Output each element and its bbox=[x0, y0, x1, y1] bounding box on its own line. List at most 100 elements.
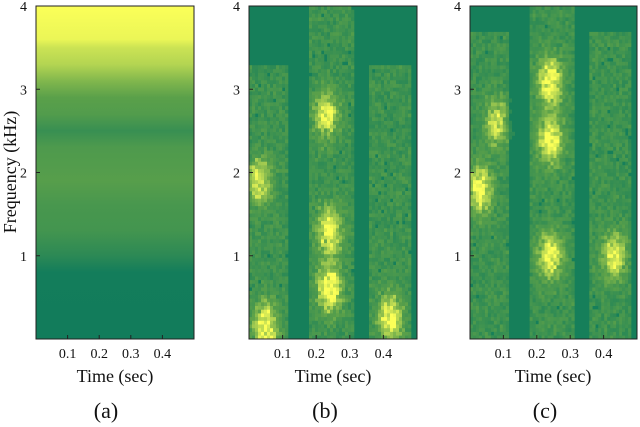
spectrogram-cell bbox=[387, 327, 391, 332]
spectrogram-cell bbox=[372, 261, 376, 266]
spectrogram-cell bbox=[478, 272, 483, 277]
spectrogram-cell bbox=[249, 268, 253, 273]
spectrogram-cell bbox=[276, 272, 280, 277]
spectrogram-cell bbox=[505, 161, 510, 166]
spectrogram-cell bbox=[372, 324, 376, 329]
spectrogram-cell bbox=[327, 80, 331, 84]
spectrogram-cell bbox=[529, 309, 533, 314]
spectrogram-cell bbox=[279, 224, 283, 229]
spectrogram-cell bbox=[405, 165, 409, 170]
spectrogram-cell bbox=[535, 205, 539, 210]
spectrogram-cell bbox=[327, 228, 331, 232]
spectrogram-cell bbox=[375, 117, 379, 121]
spectrogram-cell bbox=[258, 98, 262, 103]
spectrogram-cell bbox=[408, 309, 412, 314]
spectrogram-cell bbox=[502, 179, 507, 184]
spectrogram-cell bbox=[333, 302, 337, 306]
spectrogram-cell bbox=[481, 54, 486, 59]
spectrogram-cell bbox=[505, 72, 510, 77]
spectrogram-cell bbox=[345, 242, 349, 247]
spectrogram-cell bbox=[255, 142, 259, 147]
spectrogram-cell bbox=[249, 246, 253, 251]
spectrogram-cell bbox=[279, 294, 283, 299]
spectrogram-cell bbox=[336, 268, 340, 273]
spectrogram-cell bbox=[393, 131, 397, 136]
spectrogram-cell bbox=[345, 335, 349, 340]
spectrogram-cell bbox=[378, 117, 382, 121]
spectrogram-cell bbox=[339, 224, 343, 229]
spectrogram-cell bbox=[321, 80, 325, 84]
spectrogram-cell bbox=[339, 142, 343, 147]
spectrogram-cell bbox=[529, 168, 533, 173]
spectrogram-cell bbox=[475, 191, 480, 195]
spectrogram-cell bbox=[327, 294, 331, 299]
spectrogram-cell bbox=[472, 128, 477, 133]
spectrogram-cell bbox=[270, 265, 274, 269]
spectrogram-cell bbox=[345, 239, 349, 244]
spectrogram-cell bbox=[532, 28, 536, 33]
spectrogram-cell bbox=[339, 128, 343, 133]
spectrogram-cell bbox=[387, 316, 391, 321]
spectrogram-cell bbox=[502, 279, 507, 284]
spectrogram-cell bbox=[282, 257, 286, 262]
spectrogram-cell bbox=[249, 142, 253, 147]
spectrogram-cell bbox=[330, 331, 334, 336]
spectrogram-cell bbox=[273, 146, 277, 151]
spectrogram-cell bbox=[390, 150, 394, 155]
spectrogram-cell bbox=[270, 157, 274, 162]
spectrogram-cell bbox=[496, 194, 501, 199]
spectrogram-cell bbox=[336, 24, 340, 29]
spectrogram-cell bbox=[393, 335, 397, 340]
spectrogram-cell bbox=[544, 305, 548, 310]
spectrogram-cell bbox=[375, 287, 379, 292]
spectrogram-cell bbox=[529, 283, 533, 288]
spectrogram-cell bbox=[387, 216, 391, 221]
spectrogram-cell bbox=[478, 187, 483, 192]
spectrogram-cell bbox=[372, 305, 376, 310]
spectrogram-cell bbox=[318, 168, 322, 173]
spectrogram-cell bbox=[324, 261, 328, 266]
spectrogram-cell bbox=[276, 298, 280, 303]
spectrogram-cell bbox=[324, 72, 328, 77]
spectrogram-cell bbox=[282, 216, 286, 221]
spectrogram-cell bbox=[318, 31, 322, 36]
spectrogram-cell bbox=[496, 139, 501, 144]
spectrogram-cell bbox=[282, 150, 286, 155]
spectrogram-cell bbox=[535, 279, 539, 284]
spectrogram-cell bbox=[261, 68, 265, 73]
spectrogram-cell bbox=[342, 194, 346, 199]
spectrogram-cell bbox=[535, 54, 539, 59]
spectrogram-cell bbox=[348, 135, 352, 140]
spectrogram-cell bbox=[478, 265, 483, 269]
spectrogram-cell bbox=[493, 298, 498, 303]
spectrogram-cell bbox=[538, 294, 542, 299]
spectrogram-cell bbox=[273, 154, 277, 158]
spectrogram-cell bbox=[496, 72, 501, 77]
spectrogram-cell bbox=[505, 80, 510, 84]
spectrogram-cell bbox=[270, 179, 274, 184]
spectrogram-cell bbox=[529, 128, 533, 133]
spectrogram-cell bbox=[336, 105, 340, 110]
spectrogram-cell bbox=[279, 239, 283, 244]
spectrogram-cell bbox=[315, 239, 319, 244]
spectrogram-cell bbox=[538, 324, 542, 329]
spectrogram-cell bbox=[369, 72, 373, 77]
spectrogram-cell bbox=[472, 154, 477, 158]
spectrogram-cell bbox=[309, 290, 313, 295]
spectrogram-cell bbox=[348, 213, 352, 218]
spectrogram-cell bbox=[255, 290, 259, 295]
spectrogram-cell bbox=[330, 179, 334, 184]
spectrogram-cell bbox=[402, 294, 406, 299]
spectrogram-cell bbox=[369, 179, 373, 184]
spectrogram-cell bbox=[252, 209, 256, 214]
spectrogram-cell bbox=[532, 302, 536, 306]
spectrogram-cell bbox=[381, 65, 385, 70]
spectrogram-cell bbox=[505, 46, 510, 51]
spectrogram-cell bbox=[324, 80, 328, 84]
spectrogram-cell bbox=[472, 265, 477, 269]
spectrogram-cell bbox=[333, 298, 337, 303]
spectrogram-cell bbox=[390, 302, 394, 306]
spectrogram-cell bbox=[538, 327, 542, 332]
spectrogram-cell bbox=[384, 98, 388, 103]
spectrogram-cell bbox=[339, 46, 343, 51]
